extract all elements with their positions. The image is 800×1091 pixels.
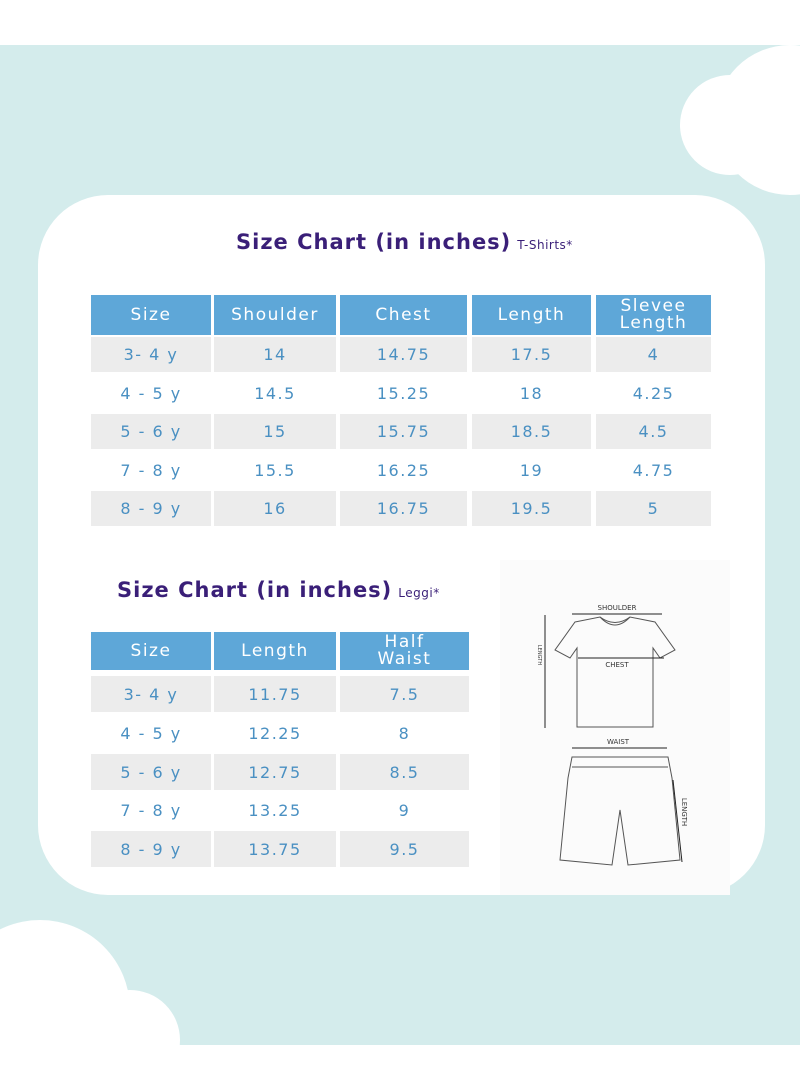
table-cell: 8	[398, 723, 411, 743]
table-cell: 16.75	[340, 491, 467, 526]
table-cell: 8 - 9 y	[91, 491, 211, 526]
table-cell: 7.5	[340, 676, 469, 712]
table-cell: 13.75	[214, 831, 336, 867]
header-cell: Slevee Length	[596, 295, 711, 335]
diagram-label: CHEST	[605, 661, 629, 669]
subtitle: T-Shirts*	[517, 238, 573, 252]
table-cell: 15	[214, 414, 336, 449]
table-cell: 3- 4 y	[91, 337, 211, 372]
title-text: Size Chart (in inches)	[236, 230, 512, 254]
table-cell: 4.25	[632, 384, 675, 403]
table-cell: 4 - 5 y	[120, 384, 182, 403]
table-cell: 14.5	[254, 384, 296, 403]
table-cell: 11.75	[214, 676, 336, 712]
table-cell: 9.5	[340, 831, 469, 867]
header-cell: Size	[91, 632, 211, 670]
table-cell: 8.5	[340, 754, 469, 790]
table-cell: 14	[214, 337, 336, 372]
subtitle: Leggi*	[398, 586, 440, 600]
table-cell: 15.25	[376, 384, 431, 403]
table-cell: 8 - 9 y	[91, 831, 211, 867]
table-cell: 5 - 6 y	[91, 414, 211, 449]
table-cell: 7 - 8 y	[120, 461, 182, 480]
table-cell: 4	[596, 337, 711, 372]
header-cell: Half Waist	[340, 632, 469, 670]
header-cell: Shoulder	[214, 295, 336, 335]
diagram-label: WAIST	[607, 738, 630, 746]
table-cell: 12.75	[214, 754, 336, 790]
header-cell: Length	[214, 632, 336, 670]
table-cell: 5 - 6 y	[91, 754, 211, 790]
title-text: Size Chart (in inches)	[117, 578, 393, 602]
table-cell: 16	[214, 491, 336, 526]
table-cell: 14.75	[340, 337, 467, 372]
table-cell: 19	[519, 461, 544, 480]
table-cell: 18.5	[472, 414, 591, 449]
table-cell: 17.5	[472, 337, 591, 372]
title: Size Chart (in inches) T-Shirts*	[236, 230, 573, 254]
table-cell: 15.75	[340, 414, 467, 449]
table-cell: 4 - 5 y	[120, 723, 182, 743]
title: Size Chart (in inches) Leggi*	[117, 578, 440, 602]
table-cell: 12.25	[248, 723, 302, 743]
table-cell: 4.75	[632, 461, 675, 480]
table-cell: 18	[519, 384, 544, 403]
table-cell: 4.5	[596, 414, 711, 449]
table-cell: 16.25	[376, 461, 431, 480]
header-cell: Length	[472, 295, 591, 335]
diagram-label: LENGTH	[536, 645, 542, 665]
table-cell: 5	[596, 491, 711, 526]
header-cell: Chest	[340, 295, 467, 335]
diagram-label: SHOULDER	[598, 604, 637, 612]
table-cell: 19.5	[472, 491, 591, 526]
table-cell: 13.25	[248, 800, 302, 820]
table-cell: 9	[398, 800, 411, 820]
table-cell: 7 - 8 y	[120, 800, 182, 820]
diagram-label: LENGTH	[680, 798, 688, 826]
table-cell: 15.5	[254, 461, 296, 480]
header-cell: Size	[91, 295, 211, 335]
table-cell: 3- 4 y	[91, 676, 211, 712]
